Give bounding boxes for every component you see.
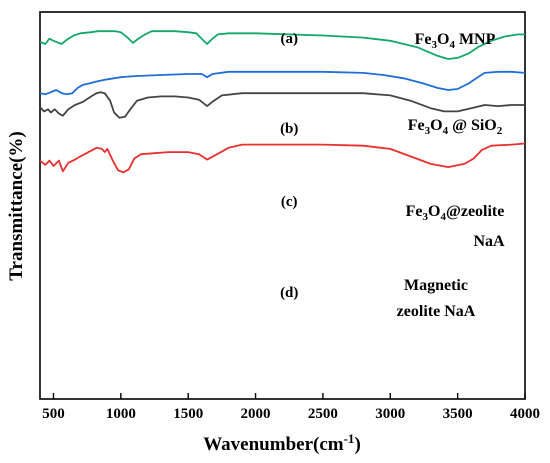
x-axis-ticks: 500 1000 1500 2000 2500 3000 3500 4000: [42, 393, 540, 422]
x-tick-label: 2500: [308, 406, 338, 422]
curve-label: (c): [281, 194, 298, 210]
series-line-a: [39, 70, 526, 96]
series-name-label: NaA: [473, 233, 505, 250]
x-tick-label: 3000: [375, 406, 405, 422]
series-name-label: Magnetic: [404, 277, 468, 294]
x-tick-label: 1500: [173, 406, 203, 422]
series-name-label: Fe3O4 MNP: [415, 31, 496, 51]
series-name-label: Fe3O4@zeolite: [406, 203, 505, 223]
labels-group: (a) Fe3O4 MNP (b) Fe3O4 @ SiO2 (c) Fe3O4@zeol…: [280, 31, 505, 320]
series-name-label: zeolite NaA: [397, 303, 476, 320]
plot-frame: [39, 11, 526, 400]
x-axis-title: Wavenumber(cm-1): [203, 431, 361, 455]
x-tick-label: 4000: [510, 406, 540, 422]
series-line-d: [39, 142, 526, 174]
series-line-c: [39, 91, 525, 119]
curve-label: (b): [280, 121, 298, 137]
curve-label: (d): [280, 285, 298, 301]
series-group: [39, 30, 526, 174]
x-tick-label: 500: [42, 406, 65, 422]
series-name-label: Fe3O4 @ SiO2: [408, 117, 503, 137]
x-tick-label: 3500: [443, 406, 473, 422]
series-line-b: [39, 30, 525, 60]
x-tick-label: 1000: [106, 406, 136, 422]
curve-label: (a): [280, 31, 298, 47]
y-axis-title: Transmittance(%): [6, 131, 27, 281]
x-tick-label: 2000: [241, 406, 271, 422]
